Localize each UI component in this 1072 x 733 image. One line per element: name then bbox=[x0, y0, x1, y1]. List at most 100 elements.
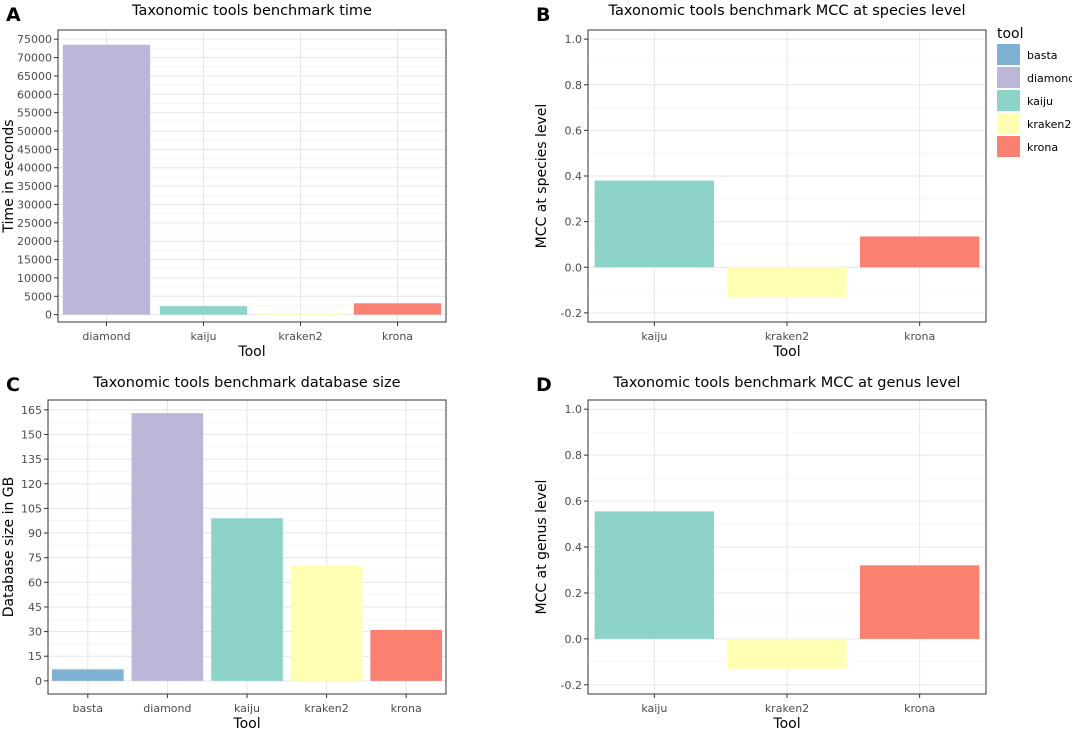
y-tick-label: -0.2 bbox=[561, 307, 582, 320]
legend-label: diamond bbox=[1027, 72, 1072, 85]
y-tick-label: 25000 bbox=[17, 217, 52, 230]
x-tick-label: krona bbox=[904, 702, 935, 715]
y-tick-label: 0 bbox=[45, 309, 52, 322]
chart-title: Taxonomic tools benchmark time bbox=[131, 3, 372, 19]
chart-title: Taxonomic tools benchmark MCC at species… bbox=[607, 3, 965, 19]
y-tick-label: 1.0 bbox=[565, 403, 583, 416]
y-tick-label: 70000 bbox=[17, 52, 52, 65]
y-tick-label: 0.6 bbox=[565, 495, 583, 508]
x-tick-label: kaiju bbox=[641, 330, 667, 343]
x-tick-label: diamond bbox=[143, 702, 191, 715]
y-tick-label: 10000 bbox=[17, 272, 52, 285]
bar-kaiju bbox=[594, 511, 715, 639]
bar-diamond bbox=[62, 44, 151, 315]
panel-D: -0.2 0.0 0.2 0.4 0.6 0.8 1.0 kaiju kraken2 krona D… bbox=[534, 374, 987, 732]
panel-letter: D bbox=[536, 374, 552, 396]
legend-swatch-basta bbox=[997, 44, 1020, 65]
y-tick-label: 75 bbox=[28, 552, 42, 565]
y-tick-label: 135 bbox=[21, 453, 42, 466]
y-tick-label: 0.4 bbox=[565, 170, 583, 183]
y-tick-label: 40000 bbox=[17, 162, 52, 175]
y-tick-label: 90 bbox=[28, 527, 42, 540]
y-tick-label: 35000 bbox=[17, 180, 52, 193]
y-tick-label: 0.2 bbox=[565, 216, 583, 229]
x-axis-title: Tool bbox=[232, 716, 260, 732]
y-axis-title: Database size in GB bbox=[1, 477, 17, 618]
bar-krona bbox=[370, 629, 443, 681]
y-tick-label: 55000 bbox=[17, 107, 52, 120]
y-tick-label: 20000 bbox=[17, 235, 52, 248]
chart-title: Taxonomic tools benchmark database size bbox=[92, 375, 400, 391]
legend-title: tool bbox=[997, 26, 1024, 42]
x-tick-label: krona bbox=[382, 330, 413, 343]
y-tick-label: 30 bbox=[28, 626, 42, 639]
y-tick-label: 0.4 bbox=[565, 541, 583, 554]
legend-label: kaiju bbox=[1027, 95, 1053, 108]
y-tick-label: 60 bbox=[28, 576, 42, 589]
bar-kraken2 bbox=[727, 638, 847, 669]
bar-kaiju bbox=[159, 306, 248, 315]
x-axis-title: Tool bbox=[772, 344, 800, 360]
x-tick-label: krona bbox=[391, 702, 422, 715]
legend-label: kraken2 bbox=[1027, 118, 1071, 131]
y-tick-label: 45 bbox=[28, 601, 42, 614]
y-tick-label: 0.8 bbox=[565, 449, 583, 462]
y-tick-label: 5000 bbox=[24, 290, 52, 303]
x-tick-label: kaiju bbox=[234, 702, 260, 715]
x-tick-label: kraken2 bbox=[765, 330, 809, 343]
bar-basta bbox=[51, 669, 124, 681]
y-axis-title: MCC at genus level bbox=[534, 480, 550, 615]
y-tick-label: 0.0 bbox=[565, 633, 583, 646]
panel-letter: B bbox=[536, 4, 550, 26]
bar-kraken2 bbox=[290, 565, 363, 681]
panel-C: 0 15 30 45 60 75 90 105 120 135 150 165 basta diamond… bbox=[1, 374, 447, 732]
bar-krona bbox=[859, 565, 980, 639]
bar-krona bbox=[353, 303, 442, 315]
x-tick-label: krona bbox=[904, 330, 935, 343]
legend-label: krona bbox=[1027, 141, 1058, 154]
y-tick-label: 0 bbox=[35, 675, 42, 688]
bar-kaiju bbox=[211, 518, 283, 681]
y-tick-label: 165 bbox=[21, 404, 42, 417]
y-tick-label: 30000 bbox=[17, 198, 52, 211]
y-tick-label: -0.2 bbox=[561, 679, 582, 692]
y-tick-label: 45000 bbox=[17, 143, 52, 156]
x-axis-title: Tool bbox=[772, 716, 800, 732]
x-tick-label: kraken2 bbox=[278, 330, 322, 343]
y-tick-label: 0.6 bbox=[565, 124, 583, 137]
y-tick-label: 15 bbox=[28, 650, 42, 663]
bar-diamond bbox=[131, 413, 204, 681]
y-tick-label: 120 bbox=[21, 478, 42, 491]
panel-border bbox=[57, 29, 447, 323]
y-axis-title: MCC at species level bbox=[534, 104, 550, 249]
chart-title: Taxonomic tools benchmark MCC at genus l… bbox=[613, 375, 961, 391]
x-tick-label: kaiju bbox=[641, 702, 667, 715]
legend-label: basta bbox=[1027, 49, 1058, 62]
y-tick-label: 50000 bbox=[17, 125, 52, 138]
bar-kraken2 bbox=[256, 313, 345, 315]
y-tick-label: 15000 bbox=[17, 254, 52, 267]
y-tick-label: 105 bbox=[21, 502, 42, 515]
y-tick-label: 0.2 bbox=[565, 587, 583, 600]
y-tick-label: 150 bbox=[21, 428, 42, 441]
panel-A: 0 5000 10000 15000 20000 25000 30000 35000 40000… bbox=[1, 3, 447, 360]
legend-swatch-kraken2 bbox=[997, 113, 1020, 134]
y-tick-label: 60000 bbox=[17, 88, 52, 101]
panel-letter: A bbox=[6, 4, 21, 26]
x-tick-label: kaiju bbox=[190, 330, 216, 343]
panel-letter: C bbox=[6, 374, 20, 396]
x-tick-label: basta bbox=[73, 702, 104, 715]
x-axis-title: Tool bbox=[237, 344, 265, 360]
x-tick-label: kraken2 bbox=[304, 702, 348, 715]
panel-B: -0.2 0.0 0.2 0.4 0.6 0.8 1.0 kaiju kraken2 krona B… bbox=[534, 3, 987, 360]
y-tick-label: 1.0 bbox=[565, 33, 583, 46]
x-tick-label: kraken2 bbox=[765, 702, 809, 715]
legend-swatch-diamond bbox=[997, 67, 1020, 88]
y-tick-label: 0.0 bbox=[565, 261, 583, 274]
y-tick-label: 0.8 bbox=[565, 79, 583, 92]
legend-swatch-kaiju bbox=[997, 90, 1020, 111]
bar-kraken2 bbox=[727, 267, 847, 297]
legend-swatch-krona bbox=[997, 136, 1020, 157]
